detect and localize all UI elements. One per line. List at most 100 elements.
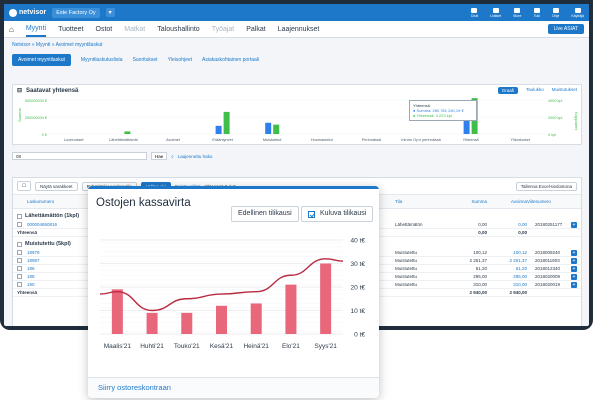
select-all-checkbox[interactable]: ☐ <box>17 181 32 191</box>
invoice-number[interactable]: 186 <box>27 266 35 271</box>
column-header-0[interactable]: Laskunumero <box>27 199 55 204</box>
user-button[interactable]: Käyttäjä <box>571 7 584 18</box>
invoice-open: 310,00 <box>513 282 527 287</box>
view-tab-1[interactable]: Taulukko <box>525 87 544 92</box>
nav-item-2[interactable]: Ostot <box>95 25 113 33</box>
column-header-2[interactable]: Tila <box>395 199 403 204</box>
invoice-number[interactable]: 000004650816 <box>27 222 58 227</box>
y-tick-label: 40 t€ <box>351 238 366 245</box>
search-icon[interactable]: ⌕ <box>171 153 174 159</box>
subtab-4[interactable]: Asiakaskohtainen portaali <box>202 57 260 63</box>
group-title: Muistutettu (5kpl) <box>25 241 71 247</box>
advanced-search-link[interactable]: Laajennettu haku <box>177 153 213 159</box>
sum-bar[interactable] <box>215 125 222 134</box>
search-button[interactable]: Hae <box>151 152 168 160</box>
group-checkbox[interactable] <box>17 213 22 219</box>
group-checkbox[interactable] <box>17 241 22 247</box>
invoice-number[interactable]: 188 <box>27 274 35 279</box>
subtab-0[interactable]: Avoimet myyntilaskut <box>12 54 71 66</box>
reference-number: 2018020009 <box>535 274 561 279</box>
column-header-4[interactable]: Avoinna <box>510 199 527 204</box>
cashflow-bar[interactable] <box>320 263 332 335</box>
nav-item-4[interactable]: Taloushallinto <box>157 25 200 33</box>
count-bar[interactable] <box>124 131 131 134</box>
x-tick-label: Touko'21 <box>174 343 200 350</box>
invoice-number[interactable]: 190 <box>27 282 35 287</box>
purchase-ledger-link[interactable]: Siirry ostoreskontraan <box>98 383 171 392</box>
nav-item-3[interactable]: Matkat <box>124 25 146 33</box>
news-button[interactable]: Uutiset <box>490 7 501 18</box>
row-action-button[interactable]: + <box>571 249 577 256</box>
y-tick-label: 0 t€ <box>354 332 365 339</box>
card-title: Ostojen kassavirta <box>96 197 191 209</box>
main-navigation: ⌂ Myynti Tuotteet Ostot Matkat Taloushallint… <box>4 21 589 38</box>
subtab-3[interactable]: Yleisohjeet <box>167 57 193 63</box>
cashflow-bar[interactable] <box>146 312 158 334</box>
nav-item-5[interactable]: Työajat <box>211 25 235 33</box>
support-button[interactable]: Tuki <box>533 7 540 18</box>
row-checkbox[interactable] <box>17 266 22 271</box>
card-footer: Siirry ostoreskontraan <box>88 377 379 398</box>
invoice-number[interactable]: 18987 <box>27 258 40 263</box>
cashflow-card: Ostojen kassavirta Edellinen tilikausi K… <box>88 186 379 398</box>
y-tick-label: 20 t€ <box>351 285 366 292</box>
row-checkbox[interactable] <box>17 282 22 287</box>
collapse-icon[interactable]: ⊟ <box>17 88 23 94</box>
subtab-2[interactable]: Suoritukset <box>132 57 158 63</box>
row-checkbox[interactable] <box>17 250 22 255</box>
column-header-5[interactable]: Viitenumero <box>527 199 551 204</box>
columns-button[interactable]: Näytä sarakkeet <box>35 181 78 191</box>
left-axis-label: Summa <box>17 107 22 122</box>
invoice-number[interactable]: 18979 <box>27 250 40 255</box>
previous-period-button[interactable]: Edellinen tilikausi <box>231 206 299 222</box>
current-period-button[interactable]: Kuluva tilikausi <box>301 206 374 222</box>
cashflow-bar[interactable] <box>285 284 297 334</box>
row-action-button[interactable]: + <box>571 265 577 272</box>
cashflow-bar[interactable] <box>250 303 262 334</box>
nav-item-1[interactable]: Tuotteet <box>58 25 84 33</box>
cashflow-bar[interactable] <box>111 289 123 334</box>
left-axis-tick: 250000000 € <box>25 116 48 120</box>
receivables-chart: 500000000 € 250000000 € 0 € 4000 kpl 2000 kp… <box>17 98 579 142</box>
invoice-status: Muistutettu <box>395 274 418 279</box>
count-bar[interactable] <box>223 111 230 134</box>
row-action-button[interactable]: + <box>571 257 577 264</box>
company-selector[interactable]: Este Factory Oy <box>52 7 100 18</box>
chat-button[interactable]: Chat <box>471 7 478 18</box>
chart-panel-header: ⊟ Saatavat yhteensä Graafi Taulukko Muistu… <box>13 85 581 96</box>
netvisor-logo[interactable]: netvisor <box>9 8 46 17</box>
top-icons: Chat Uutiset Store Tuki Ohje Käyttäjä <box>471 7 584 18</box>
sum-bar[interactable] <box>463 116 470 134</box>
x-tick-label: Syys'21 <box>314 343 337 350</box>
nav-item-6[interactable]: Palkat <box>246 25 266 33</box>
company-menu-button[interactable]: ▾ <box>105 8 115 17</box>
receivables-chart-panel: ⊟ Saatavat yhteensä Graafi Taulukko Muistu… <box>12 84 582 145</box>
help-button[interactable]: Ohje <box>552 7 559 18</box>
row-checkbox[interactable] <box>17 274 22 279</box>
x-tick-label: Kesä'21 <box>210 343 234 350</box>
nav-item-7[interactable]: Laajennukset <box>277 25 320 33</box>
row-checkbox[interactable] <box>17 222 22 227</box>
row-action-button[interactable]: + <box>571 273 577 280</box>
home-icon[interactable]: ⌂ <box>9 24 14 34</box>
invoice-open: 61,20 <box>515 266 527 271</box>
export-excel-button[interactable]: Tallenna Excel-tiedostona <box>515 181 577 191</box>
view-tab-2[interactable]: Muistutukset <box>551 87 577 92</box>
view-tab-0[interactable]: Graafi <box>497 87 518 94</box>
store-button[interactable]: Store <box>513 7 521 18</box>
subtab-1[interactable]: Myyntilaskutuslista <box>80 57 123 63</box>
invoice-status: Muistutettu <box>395 282 418 287</box>
cashflow-bar[interactable] <box>181 312 193 334</box>
search-input[interactable]: 08 <box>12 152 147 160</box>
invoice-open: 0,00 <box>518 222 527 227</box>
sum-bar[interactable] <box>265 122 272 134</box>
nav-item-0[interactable]: Myynti <box>25 25 47 37</box>
category-label: Lähettämättömät <box>109 138 138 142</box>
row-action-button[interactable]: + <box>571 221 577 228</box>
language-select[interactable]: Live ASIAT <box>547 24 584 34</box>
row-action-button[interactable]: + <box>571 281 577 288</box>
count-bar[interactable] <box>273 124 280 134</box>
row-checkbox[interactable] <box>17 258 22 263</box>
column-header-3[interactable]: Summa <box>471 199 487 204</box>
cashflow-bar[interactable] <box>216 305 227 334</box>
